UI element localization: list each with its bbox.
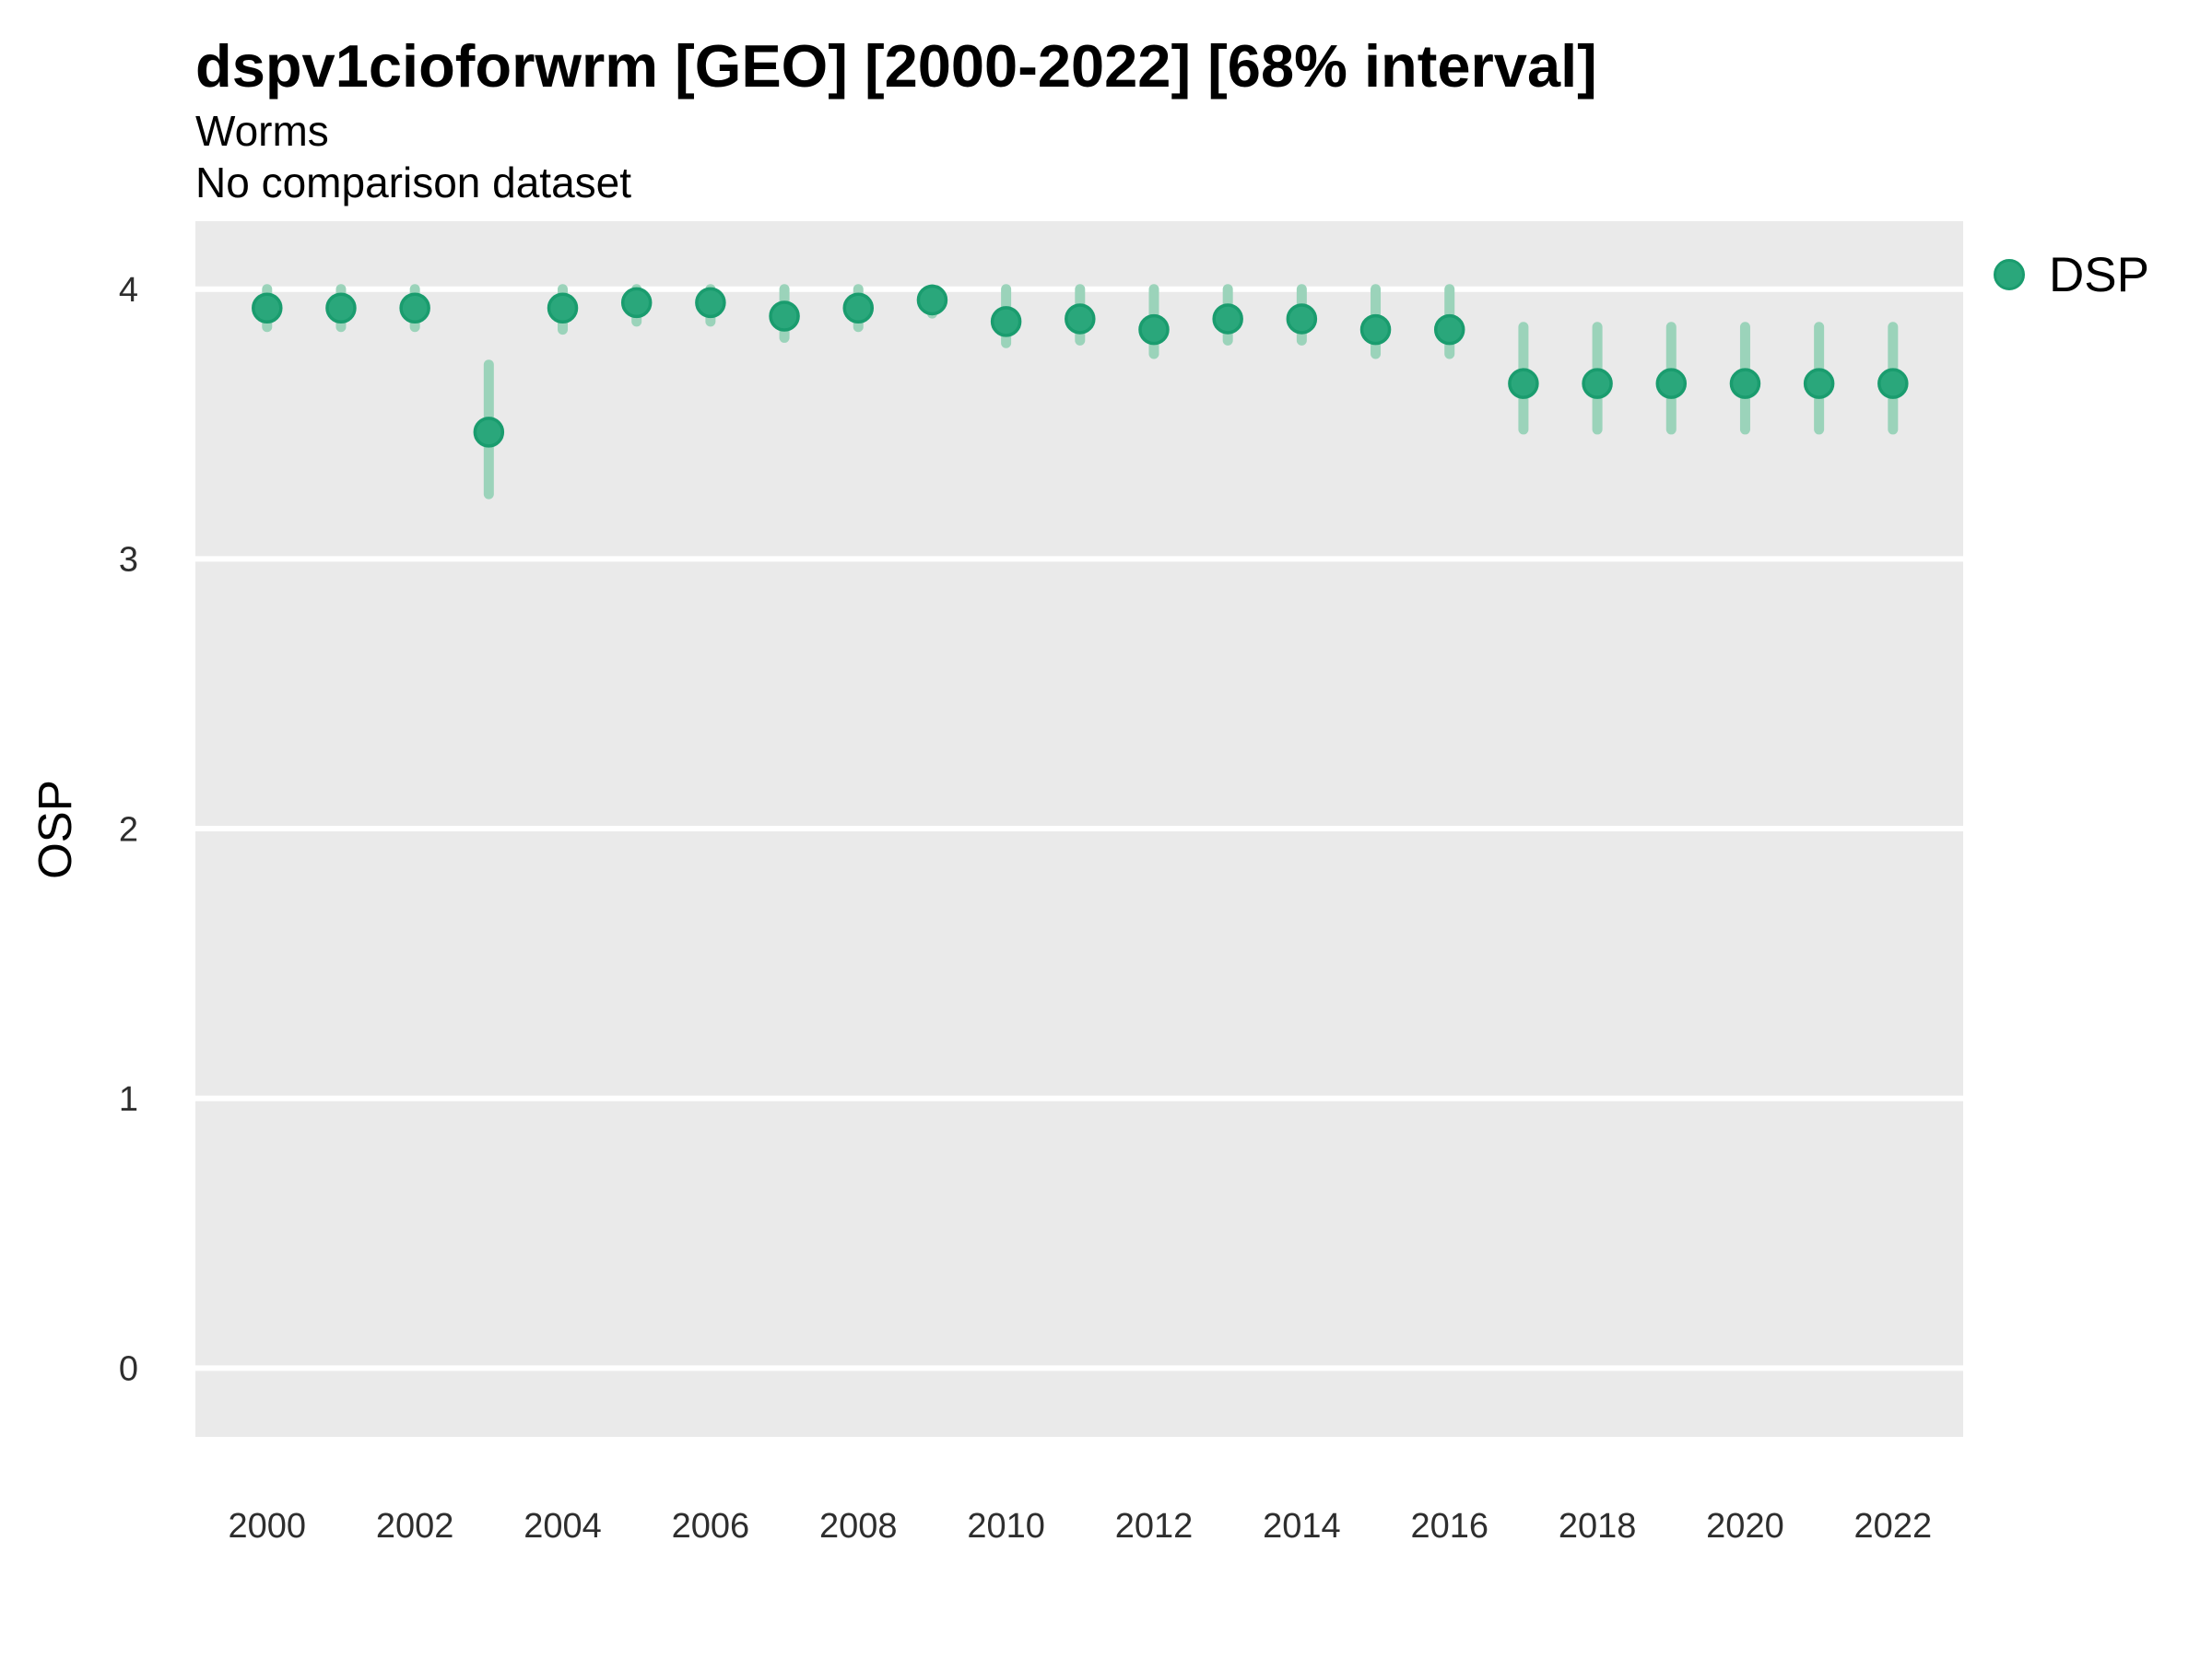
comparison-note: No comparison dataset	[195, 159, 632, 206]
chart-title: dspv1cioforwrm [GEO] [2000-2022] [68% in…	[195, 32, 1597, 100]
data-point	[547, 292, 579, 324]
data-point	[990, 306, 1022, 337]
y-tick-label: 4	[119, 271, 138, 310]
x-tick-label: 2000	[229, 1507, 307, 1546]
data-point	[769, 300, 800, 332]
x-tick-label: 2016	[1410, 1507, 1488, 1546]
x-tick-label: 2022	[1854, 1507, 1933, 1546]
data-point	[473, 417, 505, 448]
data-point	[252, 292, 283, 324]
x-tick-label: 2014	[1263, 1507, 1341, 1546]
legend-label: DSP	[2049, 247, 2149, 302]
data-point	[1138, 313, 1170, 346]
data-point	[1803, 368, 1835, 399]
data-point	[1433, 313, 1465, 346]
data-point	[1212, 303, 1243, 335]
legend-point-icon	[1994, 259, 2025, 290]
x-tick-label: 2006	[672, 1507, 750, 1546]
data-point	[1729, 368, 1761, 399]
x-tick-label: 2020	[1706, 1507, 1784, 1546]
data-point	[1508, 368, 1539, 399]
legend: DSP	[1994, 248, 2149, 302]
y-tick-label: 3	[119, 541, 138, 580]
y-tick-label: 1	[119, 1080, 138, 1119]
x-tick-label: 2004	[524, 1507, 602, 1546]
x-tick-label: 2010	[967, 1507, 1045, 1546]
data-point	[399, 292, 430, 324]
data-point	[695, 287, 726, 319]
data-point	[620, 287, 653, 319]
data-point	[916, 284, 948, 316]
data-point	[325, 292, 357, 324]
data-point	[842, 292, 874, 324]
x-tick-label: 2008	[819, 1507, 898, 1546]
data-point	[1655, 368, 1688, 399]
data-point	[1877, 368, 1909, 399]
x-tick-label: 2018	[1559, 1507, 1637, 1546]
x-tick-label: 2012	[1115, 1507, 1194, 1546]
data-point	[1359, 313, 1392, 346]
data-point	[1286, 303, 1318, 335]
x-tick-label: 2002	[376, 1507, 454, 1546]
chart-subtitle: Worms	[195, 107, 329, 155]
y-tick-label: 0	[119, 1350, 138, 1389]
y-tick-label: 2	[119, 810, 138, 849]
data-point	[1065, 303, 1096, 335]
data-point	[1582, 368, 1613, 399]
